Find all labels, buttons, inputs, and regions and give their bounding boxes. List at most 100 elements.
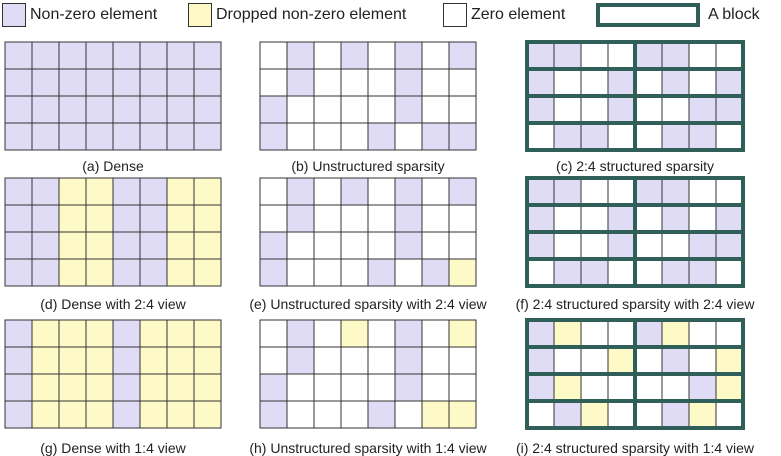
cell-nonzero: [607, 231, 636, 260]
cell-zero: [394, 400, 423, 429]
cell-zero: [661, 95, 690, 124]
cell-zero: [421, 373, 450, 402]
cell-nonzero: [4, 373, 33, 402]
cell-nonzero: [58, 41, 87, 70]
cell-dropped: [31, 319, 60, 348]
cell-nonzero: [4, 204, 33, 233]
cell-zero: [634, 231, 663, 260]
panel-caption-a: (a) Dense: [82, 158, 144, 174]
cell-zero: [421, 319, 450, 348]
cell-zero: [715, 41, 744, 70]
cell-zero: [448, 346, 477, 375]
cell-nonzero: [607, 95, 636, 124]
cell-nonzero: [112, 68, 141, 97]
cell-zero: [367, 68, 396, 97]
cell-nonzero: [553, 400, 582, 429]
cell-nonzero: [661, 41, 690, 70]
cell-nonzero: [4, 122, 33, 151]
cell-zero: [367, 346, 396, 375]
cell-nonzero: [526, 319, 555, 348]
cell-zero: [340, 122, 369, 151]
cell-nonzero: [715, 68, 744, 97]
cell-nonzero: [85, 122, 114, 151]
cell-zero: [688, 41, 717, 70]
cell-dropped: [193, 177, 222, 206]
cell-zero: [607, 41, 636, 70]
cell-nonzero: [688, 258, 717, 287]
cell-nonzero: [580, 258, 609, 287]
cell-zero: [421, 177, 450, 206]
cell-nonzero: [715, 231, 744, 260]
panel-caption-g: (g) Dense with 1:4 view: [40, 440, 186, 456]
cell-dropped: [85, 346, 114, 375]
cell-zero: [421, 95, 450, 124]
cell-zero: [313, 204, 342, 233]
cell-zero: [715, 258, 744, 287]
panel-g: [3, 318, 223, 430]
cell-nonzero: [58, 122, 87, 151]
cell-nonzero: [661, 122, 690, 151]
cell-zero: [367, 41, 396, 70]
cell-zero: [313, 231, 342, 260]
cell-zero: [634, 373, 663, 402]
cell-zero: [526, 122, 555, 151]
cell-zero: [580, 319, 609, 348]
cell-nonzero: [193, 122, 222, 151]
cell-zero: [340, 95, 369, 124]
cell-zero: [634, 68, 663, 97]
cell-zero: [313, 177, 342, 206]
cell-zero: [448, 373, 477, 402]
cell-zero: [634, 258, 663, 287]
panel-i: [525, 318, 745, 430]
cell-nonzero: [166, 41, 195, 70]
cell-dropped: [166, 400, 195, 429]
cell-nonzero: [193, 41, 222, 70]
cell-zero: [526, 400, 555, 429]
cell-zero: [553, 346, 582, 375]
zero-swatch-icon: [443, 3, 467, 27]
panel-caption-b: (b) Unstructured sparsity: [291, 158, 445, 174]
matrix-grid: [525, 40, 745, 152]
cell-dropped: [58, 258, 87, 287]
cell-nonzero: [112, 346, 141, 375]
cell-dropped: [31, 400, 60, 429]
cell-zero: [607, 122, 636, 151]
cell-nonzero: [58, 68, 87, 97]
cell-nonzero: [31, 68, 60, 97]
cell-nonzero: [139, 204, 168, 233]
cell-nonzero: [394, 95, 423, 124]
cell-zero: [313, 95, 342, 124]
cell-dropped: [166, 373, 195, 402]
cell-dropped: [139, 400, 168, 429]
cell-nonzero: [448, 122, 477, 151]
cell-zero: [313, 122, 342, 151]
cell-dropped: [553, 373, 582, 402]
cell-dropped: [58, 231, 87, 260]
cell-nonzero: [31, 204, 60, 233]
cell-nonzero: [526, 373, 555, 402]
cell-nonzero: [259, 231, 288, 260]
cell-zero: [421, 231, 450, 260]
cell-dropped: [85, 177, 114, 206]
cell-zero: [661, 373, 690, 402]
cell-nonzero: [688, 373, 717, 402]
cell-dropped: [58, 346, 87, 375]
cell-zero: [367, 373, 396, 402]
cell-nonzero: [688, 122, 717, 151]
cell-nonzero: [112, 400, 141, 429]
cell-nonzero: [661, 68, 690, 97]
cell-zero: [313, 400, 342, 429]
cell-nonzero: [139, 258, 168, 287]
cell-zero: [340, 400, 369, 429]
cell-nonzero: [31, 41, 60, 70]
cell-nonzero: [526, 68, 555, 97]
cell-dropped: [715, 373, 744, 402]
cell-zero: [286, 373, 315, 402]
cell-zero: [367, 231, 396, 260]
cell-nonzero: [340, 41, 369, 70]
cell-zero: [340, 204, 369, 233]
cell-dropped: [193, 204, 222, 233]
cell-dropped: [58, 400, 87, 429]
cell-nonzero: [367, 400, 396, 429]
cell-nonzero: [526, 204, 555, 233]
